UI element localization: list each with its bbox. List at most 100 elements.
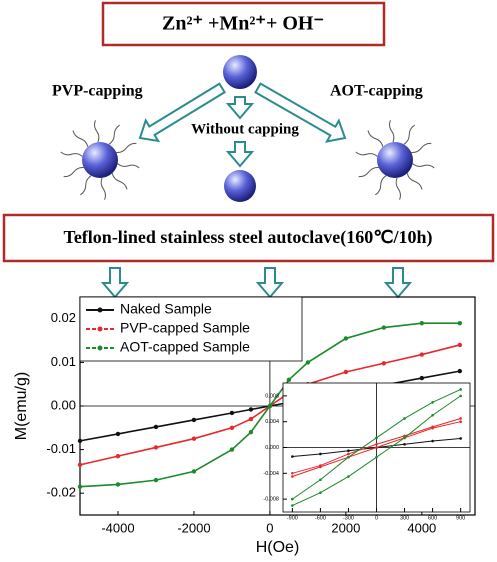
series-marker (291, 475, 294, 478)
series-marker (153, 477, 159, 483)
series-marker (431, 413, 434, 417)
x-tick-label: 600 (428, 516, 437, 522)
series-marker (403, 442, 406, 446)
x-tick-label: -900 (287, 516, 298, 522)
series-marker (229, 447, 235, 452)
ligand (60, 151, 83, 157)
series-marker (431, 401, 434, 404)
arrow (254, 82, 347, 143)
series-marker (419, 320, 425, 326)
series-marker (191, 469, 197, 474)
series-marker (431, 439, 434, 443)
series-marker (248, 407, 254, 412)
series-marker (375, 455, 378, 459)
series-marker (459, 417, 462, 420)
series-marker (343, 336, 349, 341)
arrow (255, 267, 285, 299)
legend-label: PVP-capped Sample (120, 320, 250, 336)
y-tick-label: -0.02 (46, 485, 76, 500)
series-marker (347, 475, 350, 478)
ligand (355, 151, 378, 157)
series-marker (375, 442, 378, 446)
series-marker (457, 342, 463, 348)
ligand (63, 166, 84, 178)
series-marker (319, 452, 322, 456)
x-tick-label: 900 (456, 516, 465, 522)
legend-marker (97, 326, 103, 332)
y-axis-label: M(emu/g) (13, 372, 30, 440)
y-tick-label: 0.000 (265, 445, 279, 451)
particle (224, 170, 256, 202)
ligand (80, 175, 92, 196)
process-box (2, 213, 495, 263)
legend-box (79, 296, 303, 362)
series-marker (459, 388, 462, 391)
legend-marker (97, 307, 103, 313)
ligand (389, 120, 395, 143)
series-marker (153, 445, 159, 450)
x-tick-label: -2000 (177, 521, 210, 536)
series-marker (248, 429, 254, 435)
arrow (383, 267, 413, 299)
series-marker (419, 375, 425, 381)
legend-marker (97, 345, 103, 351)
series-marker (403, 417, 406, 420)
series-marker (347, 449, 350, 453)
series-marker (115, 482, 121, 487)
series-marker (381, 361, 387, 366)
series-marker (419, 352, 425, 357)
series-marker (431, 425, 434, 429)
series-marker (191, 436, 197, 441)
series-marker (291, 472, 294, 475)
particle (82, 142, 118, 178)
series-marker (77, 438, 83, 444)
ligand (375, 175, 387, 196)
series-marker (191, 417, 197, 423)
ligand (116, 142, 137, 154)
series-marker (291, 497, 294, 501)
series-marker (459, 420, 462, 424)
arrow (100, 267, 130, 299)
x-tick-label: 4000 (407, 521, 436, 536)
arrow (138, 82, 226, 143)
pvp-label: PVP-capping (52, 83, 143, 100)
series-marker (457, 368, 463, 374)
y-tick-label: 0.004 (265, 419, 279, 425)
ligand (367, 130, 384, 147)
series-marker (403, 434, 406, 438)
series-marker (115, 453, 121, 459)
process: Teflon-lined stainless steel autoclave(1… (63, 227, 432, 248)
ligand (108, 124, 120, 145)
series-marker (77, 484, 83, 489)
series-marker (343, 369, 349, 375)
series-marker (77, 462, 83, 468)
series-marker (267, 403, 273, 409)
series-marker (319, 464, 322, 467)
x-tick-label: 300 (400, 516, 409, 522)
y-tick-label: 0.00 (51, 397, 76, 412)
reactants: Zn²⁺ +Mn²⁺+ OH⁻ (162, 13, 324, 35)
series-marker (319, 478, 322, 482)
ligand (100, 177, 106, 200)
y-tick-label: -0.01 (46, 441, 76, 456)
arrow (225, 96, 255, 120)
series-marker (229, 425, 235, 430)
series-marker (229, 410, 235, 416)
scheme-shapes (60, 55, 435, 299)
legend-label: Naked Sample (120, 301, 212, 317)
particle (223, 55, 257, 89)
ligand (117, 163, 140, 169)
series-marker (457, 320, 463, 326)
x-tick-label: -600 (315, 516, 326, 522)
ligand (395, 177, 401, 200)
y-tick-label: -0.004 (263, 471, 279, 477)
series-marker (115, 431, 121, 437)
y-tick-label: 0.02 (51, 310, 76, 325)
chart: -4000 -2000 0 2000 4000 -0.02 -0.01 0.00 0.01 0.0… (13, 296, 475, 556)
series-marker (286, 377, 292, 383)
y-tick-label: 0.008 (265, 393, 279, 399)
series-marker (291, 504, 294, 507)
ligand (412, 163, 435, 169)
series-marker (248, 416, 254, 422)
